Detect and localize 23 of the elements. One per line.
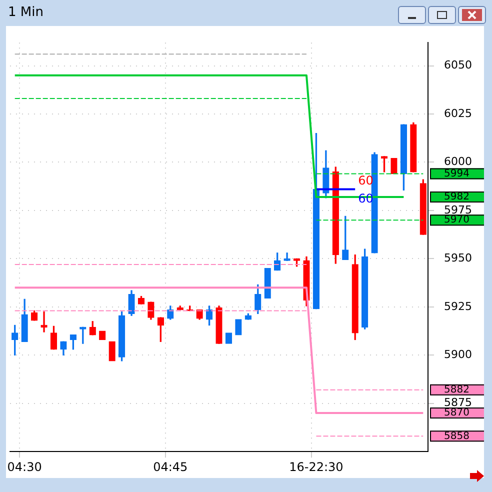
x-tick-label: 16-22:30 [289, 460, 344, 474]
chart-title: 1 Min [8, 5, 44, 20]
y-tick-label: 6050 [444, 58, 472, 72]
y-tick-label: 5882 [444, 384, 470, 396]
y-tick-label: 5900 [444, 348, 472, 361]
y-tick-label: 5870 [444, 408, 470, 419]
y-tick-label: 5875 [444, 396, 472, 410]
y-tick-label: 5950 [444, 252, 472, 265]
y-tick-label: 5970 [444, 214, 470, 226]
candlestick [264, 268, 271, 299]
candlestick [108, 341, 116, 362]
candlestick [235, 319, 242, 336]
y-tick-label: 5982 [444, 192, 470, 203]
y-tick-label: 5975 [444, 203, 472, 216]
y-tick-label: 6000 [444, 155, 472, 168]
y-tick-label: 5925 [444, 300, 472, 313]
candlestick [390, 158, 398, 174]
candlestick [225, 332, 232, 344]
x-tick-label: 04:30 [7, 460, 42, 474]
y-tick-label: 6025 [444, 106, 472, 120]
x-tick-label: 04:45 [153, 460, 188, 474]
y-tick-label: 5994 [444, 168, 470, 180]
y-tick-label: 5858 [444, 430, 470, 442]
